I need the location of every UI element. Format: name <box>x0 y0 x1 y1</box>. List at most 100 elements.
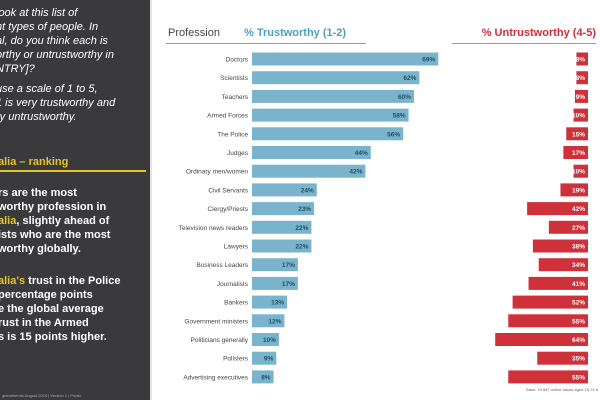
category-label: Bankers <box>224 300 249 307</box>
untrust-value-label: 10% <box>572 169 585 176</box>
trust-bar <box>252 52 439 66</box>
trust-bar <box>252 71 420 85</box>
untrust-bar <box>512 295 588 309</box>
chart-area: Profession % Trustworthy (1-2) % Untrust… <box>152 0 600 400</box>
category-label: Television news readers <box>179 225 249 232</box>
scale-line: use a scale of 1 to 5, <box>0 83 98 95</box>
trust-bar <box>252 220 312 234</box>
header-rule-right <box>452 43 596 44</box>
question-text: look at this list of nt types of people.… <box>0 6 146 76</box>
trust-value-label: 9% <box>264 356 274 363</box>
category-label: Scientists <box>220 75 249 82</box>
untrust-value-label: 8% <box>576 57 586 64</box>
trust-value-label: 22% <box>295 225 308 232</box>
trust-bar <box>252 351 277 365</box>
untrust-value-label: 10% <box>572 113 585 120</box>
insight-line: s is 15 points higher. <box>0 330 148 344</box>
untrust-value-label: 9% <box>576 94 586 101</box>
untrust-bar <box>576 52 588 66</box>
untrust-bar <box>532 239 588 253</box>
survey-question: look at this list of nt types of people.… <box>0 6 146 128</box>
footer-left: globaltrends August 2019 | Version 1 | P… <box>2 393 82 398</box>
trust-value-label: 22% <box>295 244 308 251</box>
trust-bar-chart: Doctors 69% 8% Scientists 62% 8% Teachers 60% 9%… <box>179 52 588 384</box>
trust-value-label: 60% <box>398 94 411 101</box>
untrust-value-label: 42% <box>572 206 585 213</box>
trust-bar <box>252 183 317 197</box>
untrust-value-label: 34% <box>572 262 585 269</box>
trust-bar <box>252 333 279 346</box>
trust-value-label: 62% <box>403 75 416 82</box>
question-line: nt types of people. In <box>0 21 99 33</box>
commentary-panel: look at this list of nt types of people.… <box>0 0 150 400</box>
untrust-bar <box>527 202 588 216</box>
trust-value-label: 44% <box>355 150 368 157</box>
untrust-bar <box>573 164 588 178</box>
trust-bar <box>252 314 285 328</box>
trust-bar <box>252 89 414 103</box>
header-rule-left <box>166 43 366 44</box>
untrust-value-label: 19% <box>572 187 585 194</box>
insight-line: alia, slightly ahead of <box>0 214 148 228</box>
untrustworthy-header: % Untrustworthy (4-5) <box>481 27 596 39</box>
category-label: Lawyers <box>224 244 249 251</box>
untrust-bar <box>538 258 588 272</box>
trust-bar <box>252 276 298 290</box>
untrust-value-label: 52% <box>572 300 585 307</box>
untrust-value-label: 8% <box>576 75 586 82</box>
category-label: The Police <box>217 131 248 138</box>
trust-bar <box>252 108 409 122</box>
category-label: Advertising executives <box>183 374 248 381</box>
trust-bar <box>252 370 274 384</box>
trust-bar <box>252 146 371 159</box>
untrust-bar <box>528 276 588 290</box>
trust-bar <box>252 295 288 309</box>
category-label: Journalists <box>217 281 249 288</box>
text: s is 15 points higher. <box>0 331 107 343</box>
trust-value-label: 42% <box>349 169 362 176</box>
trust-value-label: 24% <box>301 187 314 194</box>
untrust-value-label: 38% <box>572 244 585 251</box>
insight-line: worthy profession in <box>0 200 148 214</box>
untrust-value-label: 17% <box>572 150 585 157</box>
ranking-label: alia – ranking <box>0 156 146 172</box>
scale-line: ry untrustworthy. <box>0 111 77 123</box>
category-label: Civil Servants <box>208 187 248 194</box>
untrust-value-label: 41% <box>572 281 585 288</box>
trust-value-label: 12% <box>268 318 281 325</box>
category-label: Ordinary men/women <box>186 169 249 176</box>
untrust-bar <box>537 351 588 365</box>
trust-value-label: 17% <box>282 281 295 288</box>
untrust-value-label: 27% <box>572 225 585 232</box>
untrust-bar <box>576 71 588 85</box>
untrust-bar <box>508 314 588 328</box>
insight-line: e the global average <box>0 302 148 316</box>
text: , slightly ahead of <box>16 215 110 227</box>
insight-line: percentage points <box>0 288 148 302</box>
scale-line: 1 is very trustworthy and <box>0 97 116 109</box>
trust-value-label: 23% <box>298 206 311 213</box>
trustworthy-header: % Trustworthy (1-2) <box>244 27 347 39</box>
untrust-bar <box>560 183 588 197</box>
trust-bar <box>252 164 366 178</box>
category-label: Judges <box>227 150 249 157</box>
category-label: Government ministers <box>184 318 248 325</box>
untrust-bar <box>574 89 588 103</box>
category-label: Business Leaders <box>196 262 248 269</box>
insight-line: rs are the most <box>0 186 148 200</box>
untrust-bar <box>566 127 588 141</box>
text: rs are the most <box>0 187 77 199</box>
category-label: Armed Forces <box>207 113 249 120</box>
insight-line: worthy globally. <box>0 242 148 256</box>
country-highlight: alia <box>0 215 17 227</box>
untrust-bar <box>495 333 588 346</box>
category-label: Politicians generally <box>191 337 249 344</box>
untrust-bar <box>563 146 588 159</box>
text: trust in the Police <box>25 275 121 287</box>
category-label: Clergy/Priests <box>208 206 249 213</box>
untrust-value-label: 64% <box>572 337 585 344</box>
insight-doctors: rs are the most worthy profession in ali… <box>0 186 148 256</box>
scale-text: use a scale of 1 to 5, 1 is very trustwo… <box>0 82 146 124</box>
text: worthy globally. <box>0 243 81 255</box>
